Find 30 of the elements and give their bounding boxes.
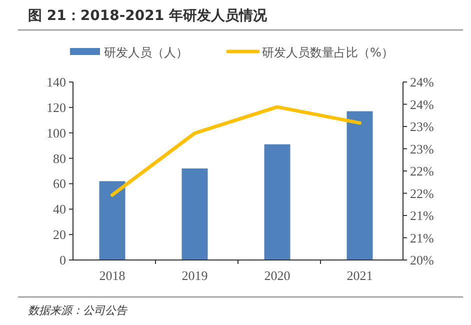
y-tick-label: 100 — [46, 125, 66, 140]
chart-title: 图 21：2018-2021 年研发人员情况 — [28, 8, 268, 24]
y-tick-label: 120 — [46, 100, 66, 115]
y-tick-label: 140 — [46, 74, 66, 90]
y-tick-label: 40 — [53, 202, 66, 217]
bar — [99, 181, 126, 260]
y2-tick-label: 24% — [410, 96, 434, 112]
y2-tick-label: 20% — [410, 252, 434, 268]
legend-label: 研发人员数量占比（%） — [262, 46, 394, 60]
line-series — [110, 105, 362, 197]
bar — [182, 168, 208, 260]
y-tick-label: 80 — [53, 150, 66, 166]
y2-tick-label: 24% — [410, 74, 434, 90]
y2-tick-label: 23% — [410, 119, 434, 134]
bar — [346, 111, 373, 260]
x-tick-label: 2019 — [182, 268, 208, 283]
y2-tick-label: 21% — [410, 208, 434, 223]
bar — [264, 144, 290, 260]
y-tick-label: 60 — [53, 176, 66, 192]
x-tick-label: 2020 — [264, 268, 290, 283]
y-tick-label: 0 — [60, 252, 66, 268]
x-tick-label: 2018 — [99, 268, 126, 283]
source-note: 数据来源：公司公告 — [28, 304, 128, 317]
y2-tick-label: 22% — [410, 164, 434, 178]
y2-tick-label: 23% — [410, 141, 434, 156]
legend-label: 研发人员（人） — [104, 46, 188, 60]
x-tick-label: 2021 — [346, 268, 373, 283]
y2-tick-label: 21% — [410, 230, 434, 246]
y-tick-label: 20 — [53, 227, 66, 242]
y2-tick-label: 22% — [410, 186, 434, 201]
